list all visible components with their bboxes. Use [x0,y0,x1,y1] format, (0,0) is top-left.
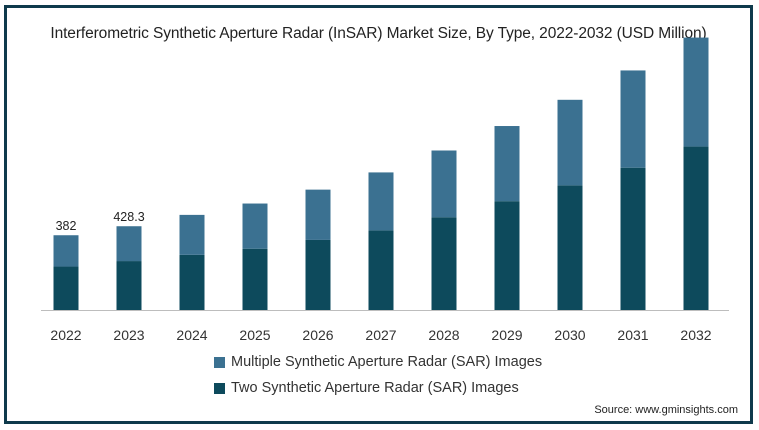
source-note: Source: www.gminsights.com [594,404,738,416]
bar-2028-two-sar [431,217,457,310]
bar-2027-multiple-sar [368,172,394,231]
bar-chart-plot: 2022 2023 2024 2025 2026 2027 2028 2029 2030 2031… [41,37,729,343]
data-labels: 382 428.3 [56,210,145,233]
data-label-2023: 428.3 [113,210,144,224]
bar-2029-multiple-sar [494,126,520,202]
bar-2031-multiple-sar [620,70,646,168]
x-tick-label-2025: 2025 [239,327,270,343]
x-tick-label-2023: 2023 [113,327,144,343]
bars-group [53,37,709,310]
legend-label-two-sar: Two Synthetic Aperture Radar (SAR) Image… [231,380,519,396]
x-tick-label-2026: 2026 [302,327,333,343]
legend-item-multiple-sar: Multiple Synthetic Aperture Radar (SAR) … [214,349,542,375]
chart-frame: Interferometric Synthetic Aperture Radar… [4,5,753,424]
bar-2025-two-sar [242,248,268,310]
bar-2032-two-sar [683,146,709,310]
x-tick-label-2024: 2024 [176,327,207,343]
bar-2030-multiple-sar [557,99,583,186]
bar-2025-multiple-sar [242,203,268,249]
legend-label-multiple-sar: Multiple Synthetic Aperture Radar (SAR) … [231,354,543,370]
x-tick-labels: 2022 2023 2024 2025 2026 2027 2028 2029 2030 2031… [50,327,711,343]
legend: Multiple Synthetic Aperture Radar (SAR) … [214,349,542,401]
x-tick-label-2030: 2030 [554,327,585,343]
bar-2023-multiple-sar [116,226,142,262]
bar-2024-two-sar [179,254,205,310]
legend-item-two-sar: Two Synthetic Aperture Radar (SAR) Image… [214,375,542,401]
bar-2032-multiple-sar [683,37,709,147]
data-label-2022: 382 [56,219,77,233]
bar-2027-two-sar [368,230,394,310]
legend-swatch-multiple-sar [214,356,225,368]
legend-swatch-two-sar [214,382,225,394]
x-tick-label-2031: 2031 [617,327,648,343]
bar-2031-two-sar [620,167,646,310]
x-tick-label-2022: 2022 [50,327,81,343]
bar-2029-two-sar [494,201,520,310]
x-tick-label-2032: 2032 [680,327,711,343]
bar-2026-multiple-sar [305,189,331,240]
bar-2023-two-sar [116,261,142,310]
bar-2022-multiple-sar [53,235,79,267]
x-tick-label-2028: 2028 [428,327,459,343]
chart-title: Interferometric Synthetic Aperture Radar… [50,25,707,42]
bar-2022-two-sar [53,266,79,310]
bar-2024-multiple-sar [179,214,205,255]
x-tick-label-2027: 2027 [365,327,396,343]
bar-2026-two-sar [305,239,331,310]
bar-2028-multiple-sar [431,150,457,218]
bar-2030-two-sar [557,185,583,310]
x-tick-label-2029: 2029 [491,327,522,343]
